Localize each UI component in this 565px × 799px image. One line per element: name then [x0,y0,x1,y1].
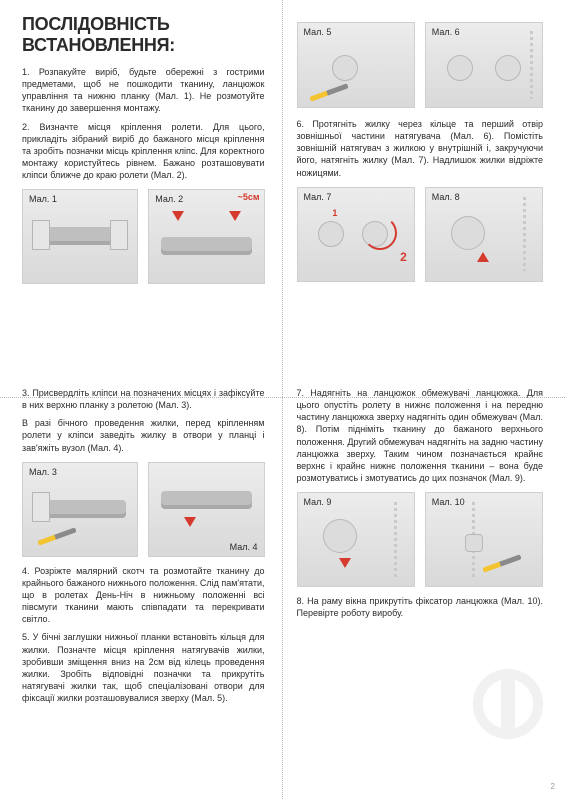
quadrant-top-right: Мал. 5 Мал. 6 6. Протягніть жилку через … [283,0,565,373]
figure-caption: Мал. 8 [432,192,460,202]
mechanism-icon [323,519,357,553]
figure-caption: Мал. 4 [230,542,258,552]
page-number: 2 [551,782,555,791]
arrow-icon [172,211,184,221]
vertical-divider [282,0,283,799]
figure-10: Мал. 10 [425,492,543,587]
figure-caption: Мал. 9 [304,497,332,507]
roller-illustration [161,491,252,509]
arrow-icon [229,211,241,221]
chain-icon [523,197,526,271]
arrow-icon [477,252,489,262]
figure-3: Мал. 3 [22,462,138,557]
dimension-label: ~5см [238,192,260,202]
step-1: 1. Розпакуйте виріб, будьте обережні з г… [22,66,265,115]
step-3b: В разі бічного проведення жилки, перед к… [22,417,265,453]
figure-1: Мал. 1 [22,189,138,284]
watermark-icon [473,669,543,739]
chain-icon [394,502,397,576]
quadrant-bottom-right: 7. Надягніть на ланцюжок обмежувачі ланц… [283,373,565,799]
step-3a: 3. Присвердліть кліпси на позначених міс… [22,387,265,411]
figure-row-9-10: Мал. 9 Мал. 10 [297,492,544,587]
instruction-page: ПОСЛІДОВНІСТЬ ВСТАНОВЛЕННЯ: 1. Розпакуйт… [0,0,565,799]
horizontal-divider [0,397,565,398]
quadrant-top-left: ПОСЛІДОВНІСТЬ ВСТАНОВЛЕННЯ: 1. Розпакуйт… [0,0,283,373]
mechanism-icon [451,216,485,250]
step-2: 2. Визначте місця кріплення ролети. Для … [22,121,265,182]
screwdriver-icon [37,527,76,545]
callout-1: 1 [332,208,337,218]
figure-row-7-8: Мал. 7 1 2 Мал. 8 [297,187,544,282]
arrow-icon [184,517,196,527]
figure-caption: Мал. 6 [432,27,460,37]
figure-9: Мал. 9 [297,492,415,587]
arrow-icon [339,558,351,568]
tensioner-icon [447,55,473,81]
step-5: 5. У бічні заглушки нижньої планки встан… [22,631,265,704]
page-title: ПОСЛІДОВНІСТЬ ВСТАНОВЛЕННЯ: [22,14,265,56]
tensioner-icon [318,221,344,247]
step-8: 8. На раму вікна прикрутіть фіксатор лан… [297,595,544,619]
figure-row-5-6: Мал. 5 Мал. 6 [297,22,544,108]
step-4: 4. Розріжте малярний скотч та розмотайте… [22,565,265,626]
figure-8: Мал. 8 [425,187,543,282]
bracket-icon [32,220,50,250]
callout-2: 2 [400,250,407,264]
figure-caption: Мал. 7 [304,192,332,202]
screwdriver-icon [309,84,348,102]
figure-caption: Мал. 2 [155,194,183,204]
figure-row-3-4: Мал. 3 Мал. 4 [22,462,265,557]
step-6: 6. Протягніть жилку через кільце та перш… [297,118,544,179]
figure-row-1-2: Мал. 1 Мал. 2 ~5см [22,189,265,284]
bracket-icon [32,492,50,522]
screwdriver-icon [482,554,521,572]
figure-caption: Мал. 5 [304,27,332,37]
tensioner-icon [332,55,358,81]
chain-icon [530,31,533,98]
tensioner-icon [495,55,521,81]
figure-caption: Мал. 10 [432,497,465,507]
figure-4: Мал. 4 [148,462,264,557]
fixator-icon [465,534,483,552]
quadrant-bottom-left: 3. Присвердліть кліпси на позначених міс… [0,373,283,799]
bracket-icon [110,220,128,250]
figure-2: Мал. 2 ~5см [148,189,264,284]
rotate-arrow-icon [363,216,397,250]
step-7: 7. Надягніть на ланцюжок обмежувачі ланц… [297,387,544,484]
figure-7: Мал. 7 1 2 [297,187,415,282]
figure-6: Мал. 6 [425,22,543,108]
figure-5: Мал. 5 [297,22,415,108]
roller-illustration [161,237,252,255]
figure-caption: Мал. 1 [29,194,57,204]
figure-caption: Мал. 3 [29,467,57,477]
